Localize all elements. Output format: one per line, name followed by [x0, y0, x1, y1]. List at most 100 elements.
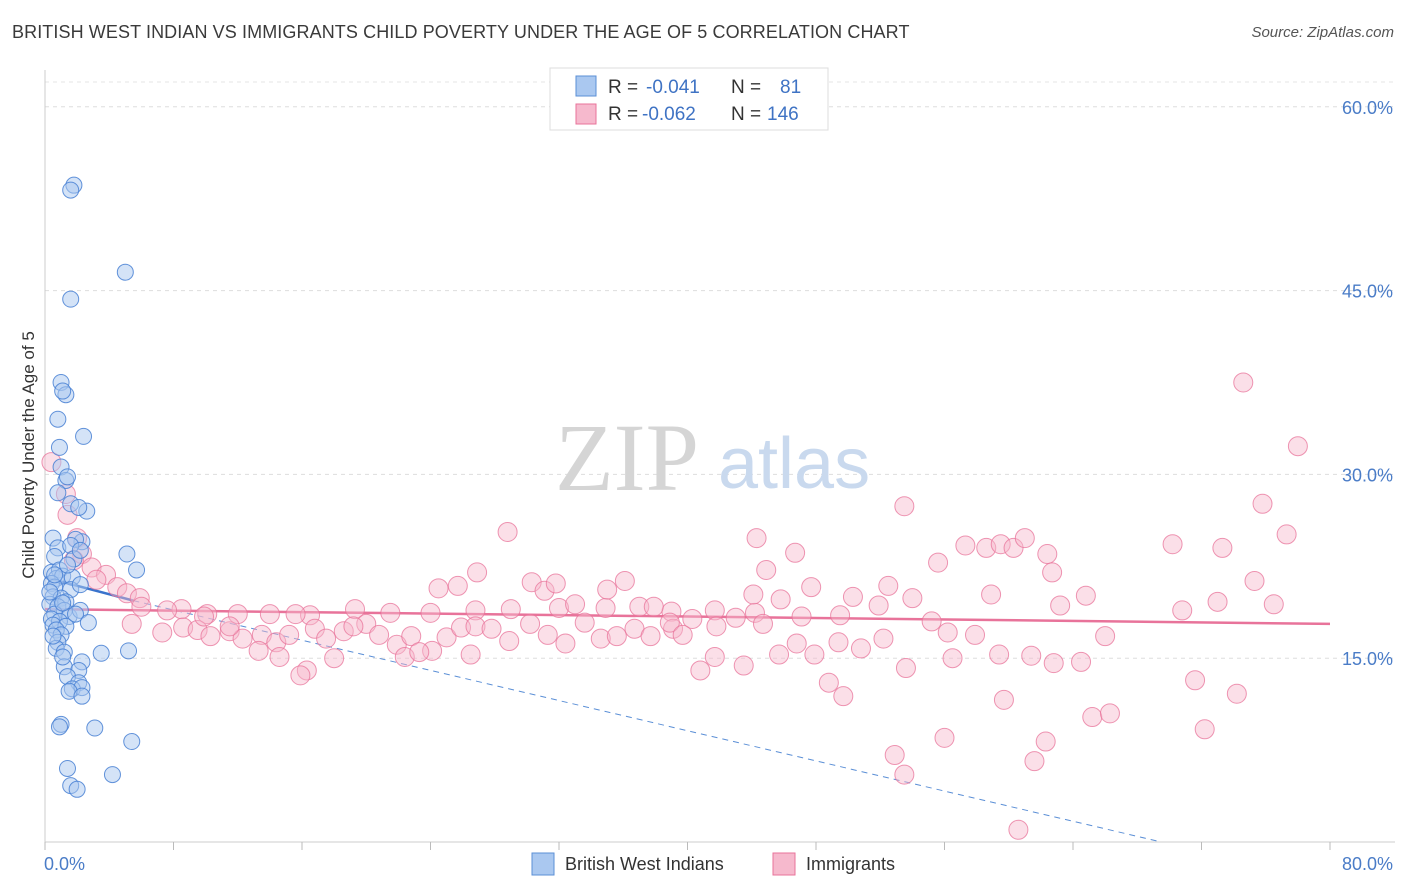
immigrants-point [1014, 528, 1035, 549]
british-west-indians-point [128, 561, 146, 579]
immigrants-point [1185, 670, 1206, 691]
immigrants-point [565, 594, 586, 615]
immigrants-point [81, 557, 102, 578]
immigrants-point [545, 573, 566, 594]
immigrants-point [663, 618, 684, 639]
immigrants-point [752, 613, 773, 634]
immigrants-point [725, 607, 746, 628]
british-west-indians-point [86, 719, 104, 737]
immigrants-point [266, 632, 287, 653]
british-west-indians-point [49, 410, 67, 428]
british-west-indians-point [50, 438, 68, 456]
immigrants-point [219, 616, 240, 637]
y-tick-label: 15.0% [1342, 649, 1393, 669]
pink-swatch [575, 103, 597, 125]
immigrants-point [690, 660, 711, 681]
legend-r-value-2: -0.062 [642, 104, 696, 125]
british-west-indians-point [58, 468, 76, 486]
blue-swatch [575, 75, 597, 97]
immigrants-point [937, 622, 958, 643]
x-tick-label: 0.0% [44, 854, 85, 874]
british-west-indians-point [67, 605, 85, 623]
british-west-indians-point [75, 427, 93, 445]
immigrants-point [850, 638, 871, 659]
immigrants-point [300, 605, 321, 626]
immigrants-point [629, 596, 650, 617]
immigrants-point [290, 665, 311, 686]
immigrants-point [921, 611, 942, 632]
british-west-indians-point [46, 566, 64, 584]
immigrants-point [902, 588, 923, 609]
immigrants-point [232, 628, 253, 649]
immigrants-point [769, 644, 790, 665]
immigrants-point [1287, 436, 1308, 457]
chart-title: BRITISH WEST INDIAN VS IMMIGRANTS CHILD … [12, 22, 910, 42]
immigrants-point [369, 624, 390, 645]
british-west-indians-point [62, 181, 80, 199]
immigrants-point [1050, 595, 1071, 616]
immigrants-point [1244, 570, 1265, 591]
immigrants-point [884, 744, 905, 765]
immigrants-point [595, 597, 616, 618]
immigrants-point [791, 606, 812, 627]
immigrants-point [828, 632, 849, 653]
legend-label-immigrants: Immigrants [806, 854, 895, 874]
immigrants-point [659, 612, 680, 633]
immigrants-point [197, 604, 218, 625]
british-west-indians-point [50, 718, 68, 736]
british-west-indians-point [68, 780, 86, 798]
series-legend: British West Indians Immigrants [531, 852, 895, 876]
immigrants-point [1276, 524, 1297, 545]
british-west-indians-point [123, 733, 141, 751]
immigrants-point [333, 621, 354, 642]
immigrants-point [785, 542, 806, 563]
british-west-indians-point [44, 627, 62, 645]
immigrants-point [672, 624, 693, 645]
immigrants-point [990, 534, 1011, 555]
british-west-indians-point [58, 556, 76, 574]
immigrants-point [590, 628, 611, 649]
immigrants-point [1024, 751, 1045, 772]
legend-swatch-british-west-indians [531, 852, 555, 876]
immigrants-point [1162, 534, 1183, 555]
immigrants-point [534, 580, 555, 601]
immigrants-point [460, 644, 481, 665]
immigrants-point [1021, 645, 1042, 666]
immigrants-point [895, 657, 916, 678]
immigrants-point [1042, 562, 1063, 583]
immigrants-point [420, 602, 441, 623]
immigrants-point [451, 617, 472, 638]
immigrants-point [704, 646, 725, 667]
immigrants-point [481, 618, 502, 639]
immigrants-point [285, 604, 306, 625]
immigrants-point [643, 596, 664, 617]
immigrants-point [801, 577, 822, 598]
immigrants-point [1082, 707, 1103, 728]
immigrants-point [219, 621, 240, 642]
immigrants-point [981, 584, 1002, 605]
immigrants-point [818, 672, 839, 693]
immigrants-point [401, 626, 422, 647]
immigrants-point [447, 575, 468, 596]
y-axis-label: Child Poverty Under the Age of 5 [19, 331, 38, 579]
immigrants-point [380, 602, 401, 623]
immigrants-point [942, 648, 963, 669]
immigrants-points [41, 372, 1308, 840]
immigrants-point [499, 631, 520, 652]
immigrants-point [279, 624, 300, 645]
british-west-indians-point [62, 290, 80, 308]
immigrants-point [1263, 594, 1284, 615]
legend-r-label-2: R = [608, 104, 638, 125]
immigrants-point [251, 624, 272, 645]
immigrants-point [1099, 703, 1120, 724]
legend-label-british-west-indians: British West Indians [565, 854, 724, 874]
axes [44, 70, 1395, 850]
legend-r-value-1: -0.041 [646, 77, 700, 98]
immigrants-point [467, 562, 488, 583]
immigrants-point [86, 569, 107, 590]
immigrants-point [934, 727, 955, 748]
legend-n-label-1: N = [731, 77, 761, 98]
immigrants-point [116, 583, 137, 604]
immigrants-point [345, 599, 366, 620]
